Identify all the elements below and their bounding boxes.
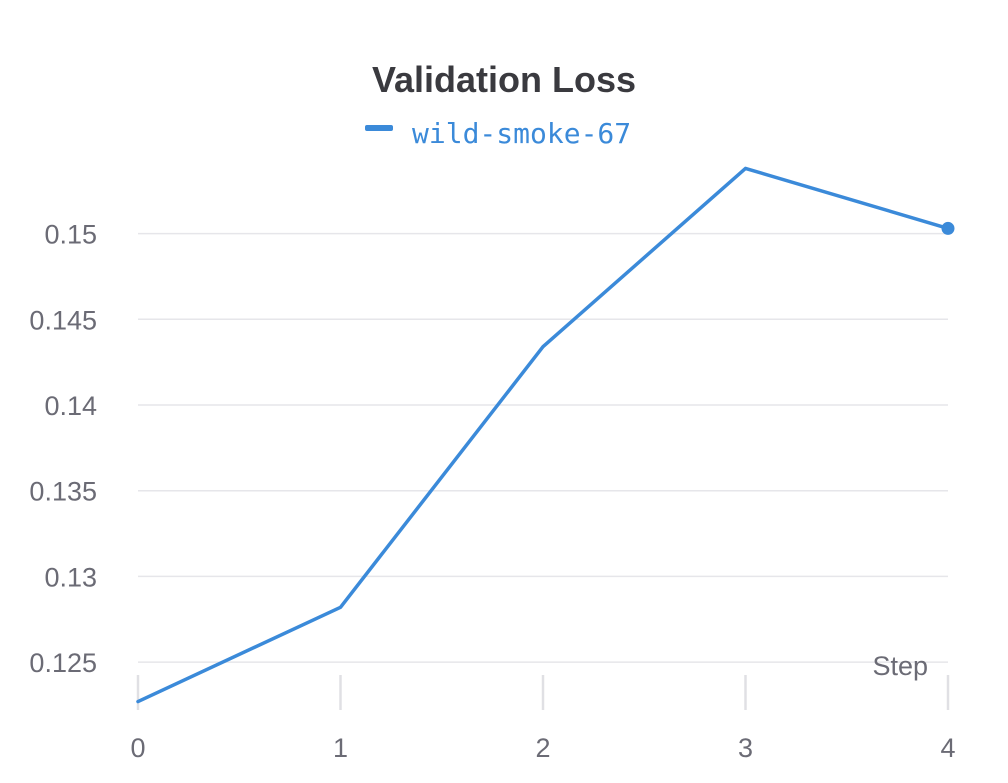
y-axis: 0.125 0.13 0.135 0.14 0.145 0.15 [29,220,97,679]
x-tick-label: 4 [940,733,955,763]
x-tick-label: 3 [738,733,753,763]
y-tick-label: 0.14 [44,391,97,421]
x-tick-label: 2 [535,733,550,763]
gridlines [138,232,948,663]
series-endpoint[interactable] [941,221,955,235]
x-axis-label: Step [872,651,928,681]
y-tick-label: 0.125 [29,648,97,678]
chart-title: Validation Loss [372,59,636,100]
x-tick-label: 1 [333,733,348,763]
legend-swatch [365,125,393,131]
x-axis: 0 1 2 3 4 [130,675,956,763]
y-tick-label: 0.13 [44,562,97,592]
y-tick-label: 0.145 [29,305,97,335]
x-tick-label: 0 [130,733,145,763]
y-tick-label: 0.135 [29,477,97,507]
y-tick-label: 0.15 [44,220,97,250]
legend[interactable]: wild-smoke-67 [365,117,631,150]
series-line[interactable] [136,166,950,704]
legend-label: wild-smoke-67 [412,117,631,150]
series-layer[interactable] [136,166,955,704]
